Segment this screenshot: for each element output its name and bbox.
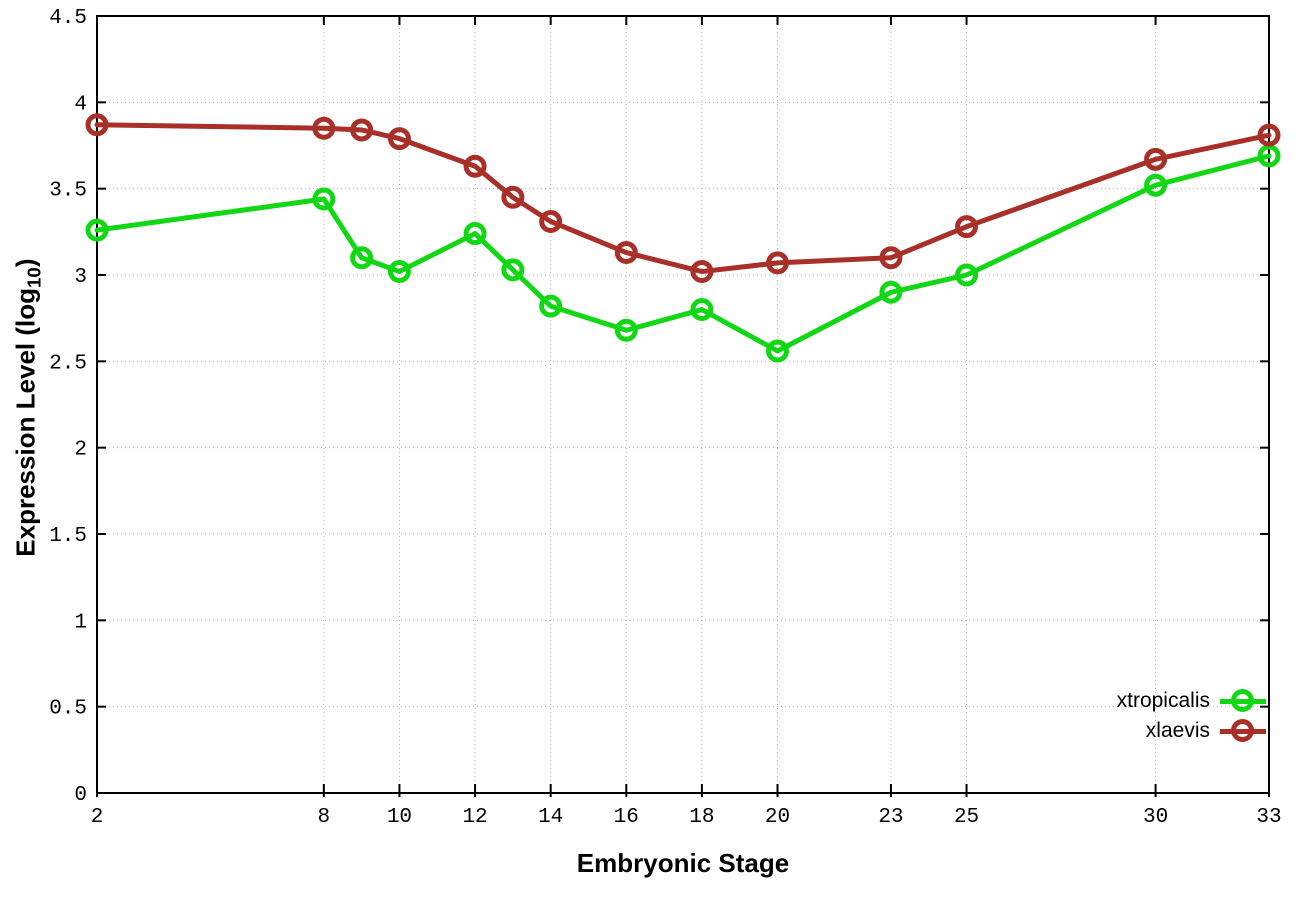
y-tick-label: 0 — [74, 784, 87, 807]
x-tick-label: 20 — [765, 806, 790, 829]
y-axis-title-text: Expression Level (log — [10, 287, 41, 557]
data-point-marker — [463, 222, 487, 246]
y-tick-label: 4.5 — [49, 7, 87, 30]
data-point-marker — [539, 294, 563, 318]
data-point-marker — [690, 298, 714, 322]
y-axis-title-close: ) — [10, 258, 41, 268]
data-point-marker — [879, 246, 903, 270]
data-point-marker — [955, 215, 979, 239]
data-point-marker — [955, 263, 979, 287]
y-axis-title: Expression Level (log10) — [10, 108, 45, 708]
data-point-marker — [614, 318, 638, 342]
data-point-marker — [614, 241, 638, 265]
y-tick-label: 0.5 — [49, 698, 87, 721]
data-point-marker — [85, 218, 109, 242]
y-tick-label: 3.5 — [49, 180, 87, 203]
data-point-marker — [766, 251, 790, 275]
x-tick-label: 25 — [954, 806, 979, 829]
legend-marker-xlaevis-icon — [1220, 715, 1266, 747]
data-point-marker — [1144, 147, 1168, 171]
data-point-marker — [350, 246, 374, 270]
y-tick-label: 2 — [74, 439, 87, 462]
legend-ring-icon — [1231, 719, 1254, 742]
tick-marks — [96, 15, 1270, 797]
legend-entry-xtropicalis: xtropicalis — [1117, 685, 1266, 717]
y-tick-label: 1.5 — [49, 525, 87, 548]
x-tick-label: 33 — [1256, 806, 1281, 829]
grid-layer — [97, 16, 1269, 793]
x-tick-label: 8 — [318, 806, 331, 829]
data-point-marker — [350, 118, 374, 142]
x-tick-label: 30 — [1143, 806, 1168, 829]
data-point-marker — [1257, 144, 1281, 168]
legend-label-xlaevis: xlaevis — [1145, 719, 1210, 742]
x-tick-label: 2 — [91, 806, 104, 829]
y-tick-label: 3 — [74, 266, 87, 289]
plot-border — [96, 15, 1270, 794]
x-axis-title: Embryonic Stage — [576, 848, 790, 878]
data-point-marker — [1257, 123, 1281, 147]
series-line-xlaevis — [94, 122, 1272, 275]
x-tick-label: 12 — [462, 806, 487, 829]
legend-ring-icon — [1231, 689, 1254, 712]
data-point-marker — [879, 280, 903, 304]
x-tick-label: 16 — [614, 806, 639, 829]
x-tick-label: 23 — [878, 806, 903, 829]
series-points-xlaevis — [85, 113, 1281, 284]
legend-marker-xtropicalis-icon — [1220, 685, 1266, 717]
data-point-marker — [539, 209, 563, 233]
x-tick-label: 10 — [387, 806, 412, 829]
x-tick-label: 14 — [538, 806, 563, 829]
y-tick-label: 1 — [74, 611, 87, 634]
data-point-marker — [387, 127, 411, 151]
legend-label-xtropicalis: xtropicalis — [1116, 689, 1210, 712]
legend-entry-xlaevis: xlaevis — [1146, 715, 1266, 747]
series-points-xtropicalis — [85, 144, 1281, 363]
y-tick-label: 2.5 — [49, 352, 87, 375]
data-point-marker — [387, 260, 411, 284]
series-line-xtropicalis — [94, 153, 1272, 354]
data-point-marker — [690, 260, 714, 284]
y-tick-label: 4 — [74, 93, 87, 116]
data-point-marker — [312, 187, 336, 211]
y-axis-title-subscript: 10 — [23, 267, 45, 288]
x-tick-label: 18 — [689, 806, 714, 829]
data-point-marker — [312, 116, 336, 140]
data-point-marker — [501, 185, 525, 209]
data-point-marker — [501, 258, 525, 282]
data-point-marker — [85, 113, 109, 137]
data-point-marker — [1144, 173, 1168, 197]
data-point-marker — [463, 154, 487, 178]
data-point-marker — [766, 339, 790, 363]
